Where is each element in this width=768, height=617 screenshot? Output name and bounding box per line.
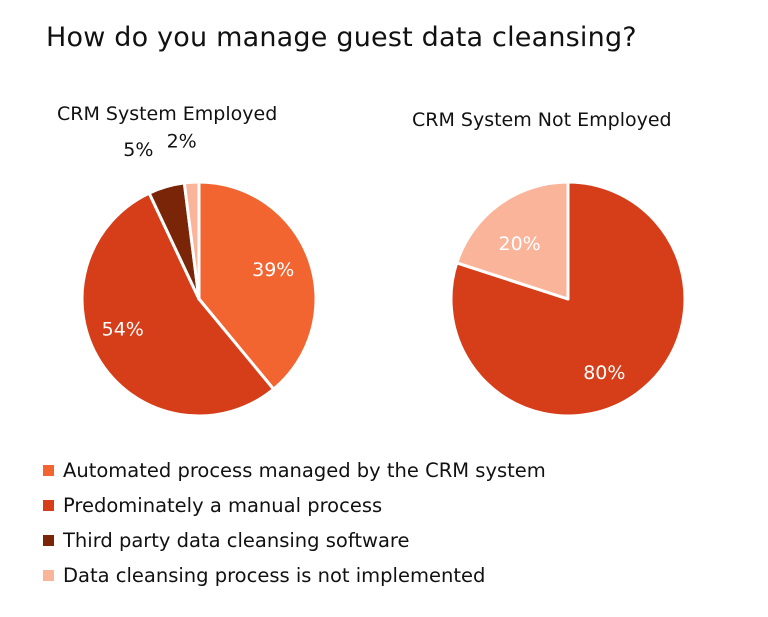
legend-item: Third party data cleansing software [43,523,546,558]
legend-label: Data cleansing process is not implemente… [63,564,486,587]
slice-label: 80% [583,362,625,384]
legend: Automated process managed by the CRM sys… [43,453,546,593]
legend-label: Third party data cleansing software [63,529,410,552]
legend-swatch [43,465,54,476]
pie-slice [197,180,318,391]
pie-crm-employed: 39% 54% 5% 2% [80,131,318,418]
legend-swatch [43,500,54,511]
pie-slice [449,180,687,418]
pie-title-crm-not-employed: CRM System Not Employed [412,109,672,131]
pie-charts: 39% 54% 5% 2% 80% 20% [80,131,687,418]
pie-title-crm-employed: CRM System Employed [57,103,278,125]
pie-slice [182,180,201,301]
legend-item: Automated process managed by the CRM sys… [43,453,546,488]
pie-slice [455,180,570,301]
pie-crm-not-employed: 80% 20% [449,180,687,418]
legend-item: Predominately a manual process [43,488,546,523]
slice-label: 39% [252,259,294,281]
pie-slice [80,191,276,418]
legend-label: Automated process managed by the CRM sys… [63,459,546,482]
slice-label: 5% [123,139,153,161]
legend-label: Predominately a manual process [63,494,383,517]
slice-label: 2% [167,131,197,153]
legend-swatch [43,535,54,546]
slice-label: 20% [498,233,540,255]
legend-item: Data cleansing process is not implemente… [43,558,546,593]
legend-swatch [43,570,54,581]
chart-title: How do you manage guest data cleansing? [46,22,637,53]
slice-label: 54% [102,318,144,340]
